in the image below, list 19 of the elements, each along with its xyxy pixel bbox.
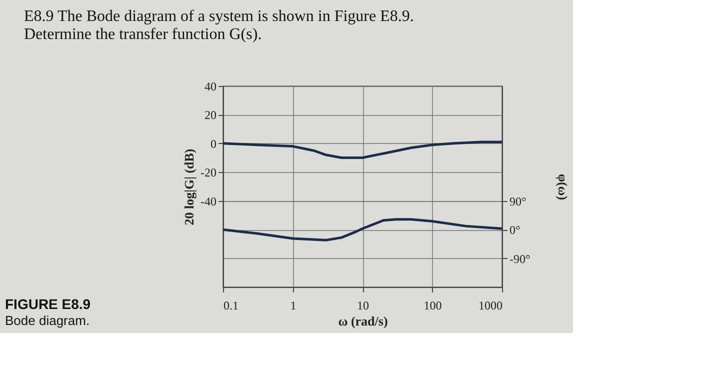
x-tick-label: 1000 [478,298,502,312]
caption: FIGURE E8.9 [5,296,91,312]
x-axis-title: ω (rad/s) [338,314,388,328]
y-tick-label: 0 [210,136,216,151]
y-tick-label: 40 [204,80,216,94]
y2-tick-label: 90° [510,194,526,208]
x-tick-label: 1 [290,298,296,312]
y-axis-title: 20 log|G| (dB) [182,148,197,226]
x-tick-label: 0.1 [224,298,238,312]
y2-tick-label: -90° [510,252,530,266]
y-tick-label: -20 [200,166,216,180]
y-tick-label: 20 [204,108,216,122]
x-tick-label: 100 [424,298,442,312]
chart-title: E8.9 The Bode diagram of a system is shown in Figure E8.9. Determine the transfer function G(s). [24,8,414,43]
y2-axis-title: φ(ω) [555,174,570,200]
text: Bode diagram. [5,313,90,328]
y2-tick-label: 0° [510,223,520,238]
x-tick-label: 10 [357,298,369,312]
y-tick-label: -40 [200,194,216,208]
